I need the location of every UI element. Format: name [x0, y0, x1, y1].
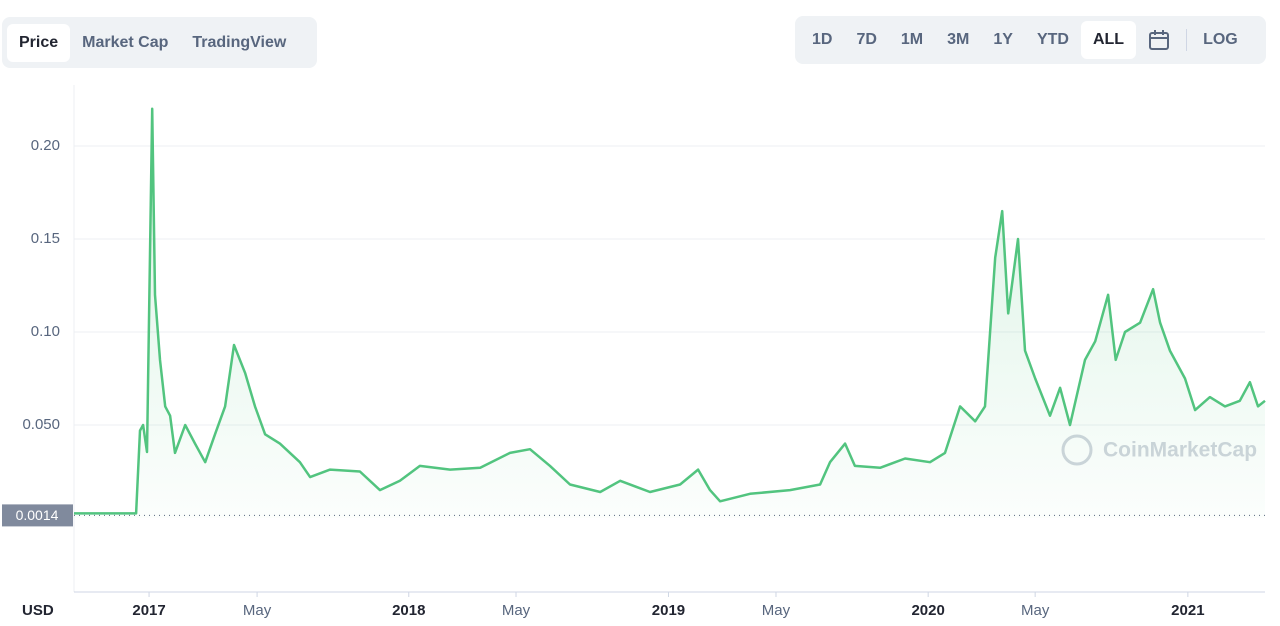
- range-button[interactable]: YTD: [1036, 31, 1069, 48]
- x-tick-label: 2017: [132, 602, 165, 619]
- x-tick-label: 2019: [652, 602, 685, 619]
- x-tick-label: May: [502, 602, 531, 619]
- y-tick-label: 0.10: [31, 323, 60, 340]
- tab-group: Price Market Cap TradingView: [2, 17, 317, 68]
- tab[interactable]: TradingView: [192, 33, 287, 51]
- log-button[interactable]: LOG: [1203, 31, 1238, 48]
- range-button[interactable]: 1M: [900, 31, 924, 48]
- baseline-label-box: [2, 504, 73, 527]
- x-tick-label: May: [243, 602, 272, 619]
- range-button[interactable]: 3M: [947, 31, 970, 48]
- range-button[interactable]: 1D: [812, 31, 833, 48]
- axis-unit-label: USD: [22, 602, 54, 619]
- y-tick-label: 0.050: [22, 416, 60, 433]
- y-tick-label: 0.20: [31, 137, 60, 154]
- x-tick-label: 2018: [392, 602, 425, 619]
- range-button[interactable]: ALL: [1080, 21, 1137, 59]
- baseline-label: 0.0014: [16, 507, 59, 523]
- range-button[interactable]: 1Y: [993, 31, 1013, 48]
- tab[interactable]: Price: [7, 23, 71, 62]
- calendar-icon: [1149, 30, 1170, 50]
- price-line: [74, 107, 1266, 515]
- y-tick-label: 0.15: [31, 230, 60, 247]
- area-fill: [74, 108, 1265, 519]
- range-button[interactable]: 7D: [856, 31, 877, 48]
- x-tick-label: May: [1021, 602, 1050, 619]
- x-tick-label: 2021: [1171, 602, 1204, 619]
- range-group: 1D 7D 1M 3M 1Y YTD ALL LOG: [795, 16, 1266, 64]
- calendar-button[interactable]: [1136, 19, 1182, 61]
- x-tick-label: 2020: [911, 602, 944, 619]
- x-tick-label: May: [762, 602, 791, 619]
- separator: [1186, 29, 1188, 51]
- tab[interactable]: Market Cap: [82, 33, 169, 51]
